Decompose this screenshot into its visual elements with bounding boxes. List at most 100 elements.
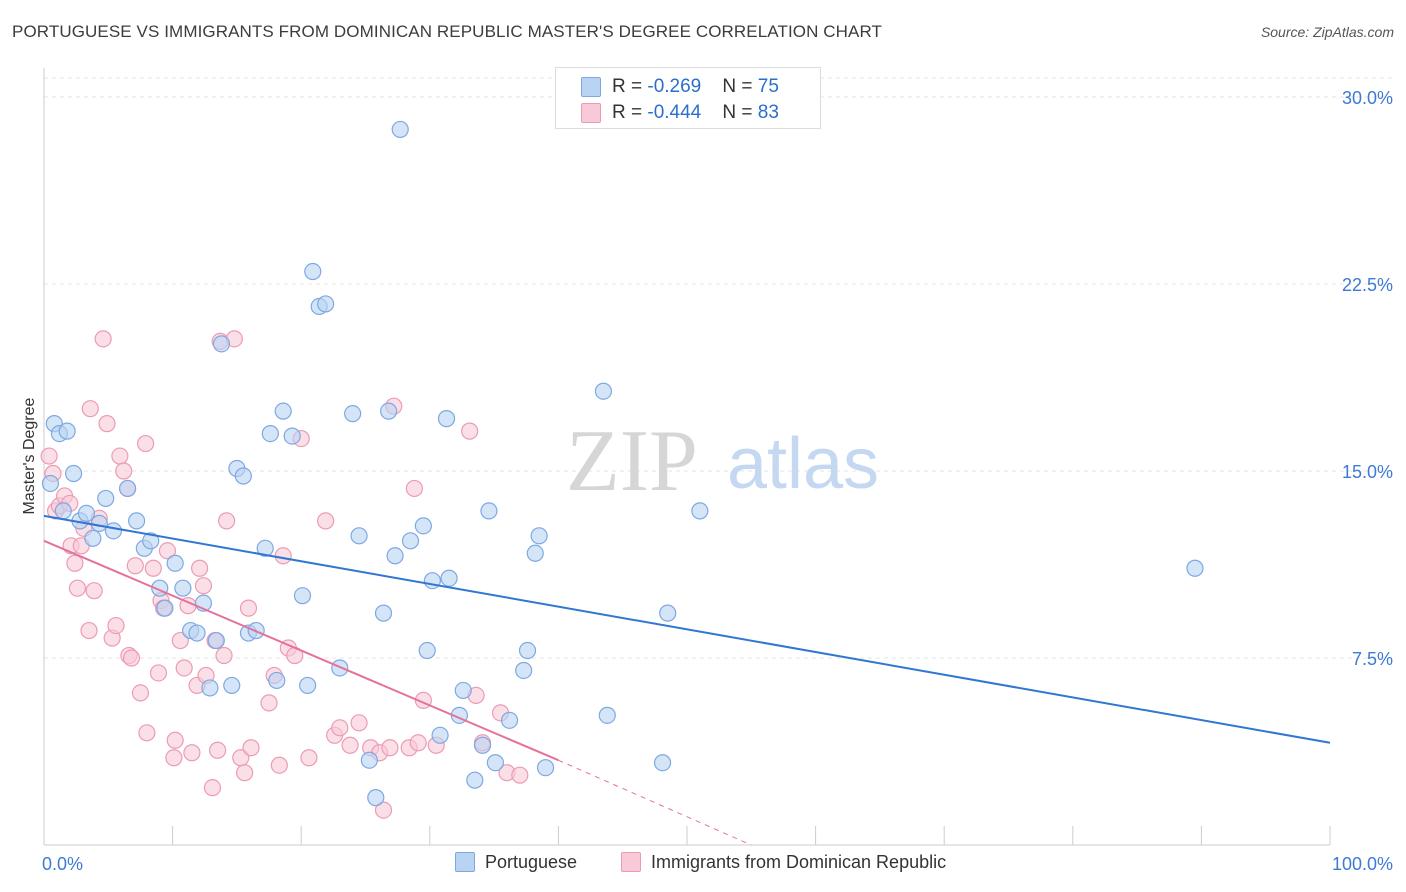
x-tick-label: 100.0%: [1332, 854, 1393, 874]
point-dominican: [274, 547, 292, 565]
point-portuguese: [414, 517, 432, 535]
point-portuguese: [256, 539, 274, 557]
trend-line-dominican-extension: [558, 759, 752, 846]
x-tick-label: 0.0%: [42, 854, 83, 874]
point-portuguese: [201, 679, 219, 697]
r-value: -0.444: [647, 102, 702, 123]
point-portuguese: [261, 425, 279, 443]
point-dominican: [85, 582, 103, 600]
point-portuguese: [350, 527, 368, 545]
legend-swatch-blue: [581, 77, 601, 97]
point-dominican: [107, 616, 125, 635]
correlation-legend: R = -0.269 N = 75 R = -0.444 N = 83: [555, 67, 821, 129]
point-portuguese: [156, 599, 174, 617]
point-portuguese: [431, 726, 449, 744]
point-dominican: [270, 756, 288, 774]
point-dominican: [218, 512, 236, 530]
point-portuguese: [283, 427, 301, 445]
point-portuguese: [486, 754, 504, 772]
point-portuguese: [437, 410, 456, 428]
tick-labels: 7.5% 15.0% 22.5% 30.0% 0.0% 100.0%: [42, 88, 1393, 874]
point-dominican: [165, 749, 183, 767]
chart-title: PORTUGUESE VS IMMIGRANTS FROM DOMINICAN …: [12, 22, 883, 41]
point-dominican: [158, 542, 177, 560]
point-dominican: [242, 739, 260, 757]
point-dominican: [300, 749, 318, 767]
point-portuguese: [473, 736, 492, 754]
point-portuguese: [526, 544, 544, 562]
point-dominican: [98, 415, 116, 433]
y-tick-label: 15.0%: [1342, 462, 1393, 482]
point-dominican: [66, 554, 84, 572]
point-portuguese: [304, 262, 322, 281]
point-portuguese: [127, 512, 146, 530]
point-portuguese: [536, 759, 555, 777]
point-portuguese: [207, 631, 225, 650]
point-dominican: [350, 714, 368, 732]
point-portuguese: [299, 676, 317, 695]
point-portuguese: [598, 706, 616, 724]
point-dominican: [317, 512, 335, 530]
legend-label: Portuguese: [485, 852, 578, 872]
point-dominican: [81, 400, 99, 418]
point-dominican: [131, 684, 150, 702]
point-dominican: [68, 579, 87, 597]
point-portuguese: [84, 529, 102, 547]
point-dominican: [341, 736, 359, 754]
point-dominican: [175, 659, 193, 677]
point-dominican: [171, 631, 189, 650]
point-portuguese: [480, 502, 498, 520]
r-label: R =: [612, 76, 648, 97]
point-dominican: [331, 719, 349, 737]
point-portuguese: [77, 504, 96, 522]
point-portuguese: [54, 502, 72, 520]
point-portuguese: [659, 604, 677, 622]
point-portuguese: [174, 579, 192, 597]
point-portuguese: [653, 754, 672, 772]
watermark: ZIP atlas: [566, 413, 879, 510]
point-portuguese: [64, 464, 83, 483]
point-dominican: [215, 646, 233, 665]
point-dominican: [111, 447, 129, 465]
point-portuguese: [118, 479, 137, 498]
point-dominican: [236, 764, 254, 782]
point-dominican: [149, 664, 168, 682]
point-dominican: [136, 434, 155, 453]
legend-item-portuguese: Portuguese: [455, 852, 577, 876]
point-portuguese: [142, 532, 160, 550]
point-dominican: [144, 559, 162, 577]
point-portuguese: [401, 532, 420, 550]
point-dominican: [80, 621, 98, 640]
point-portuguese: [188, 624, 206, 642]
legend-text: R = -0.444 N = 83: [612, 102, 779, 124]
point-portuguese: [41, 474, 60, 493]
point-portuguese: [234, 467, 252, 485]
point-dominican: [191, 559, 209, 577]
point-portuguese: [440, 569, 458, 587]
point-dominican: [40, 447, 58, 465]
point-portuguese: [212, 335, 231, 353]
y-tick-label: 22.5%: [1342, 275, 1393, 295]
point-portuguese: [293, 587, 312, 605]
watermark-zip: ZIP: [566, 413, 698, 510]
trend-lines: [43, 514, 1331, 846]
point-portuguese: [1186, 559, 1204, 577]
point-portuguese: [391, 120, 409, 139]
point-dominican: [203, 779, 222, 797]
legend-swatch-pink: [581, 103, 601, 123]
point-dominican: [511, 766, 529, 784]
point-dominican: [94, 330, 112, 348]
point-dominican: [183, 744, 201, 762]
point-portuguese: [418, 641, 436, 660]
point-dominican: [126, 557, 144, 575]
point-portuguese: [454, 681, 472, 700]
n-label: N =: [722, 102, 758, 123]
point-portuguese: [380, 402, 398, 420]
legend-label: Immigrants from Dominican Republic: [651, 852, 947, 872]
point-portuguese: [317, 295, 335, 313]
y-tick-label: 7.5%: [1352, 649, 1393, 669]
point-dominican: [115, 462, 133, 480]
point-dominican: [381, 739, 399, 757]
point-dominican: [374, 801, 393, 819]
